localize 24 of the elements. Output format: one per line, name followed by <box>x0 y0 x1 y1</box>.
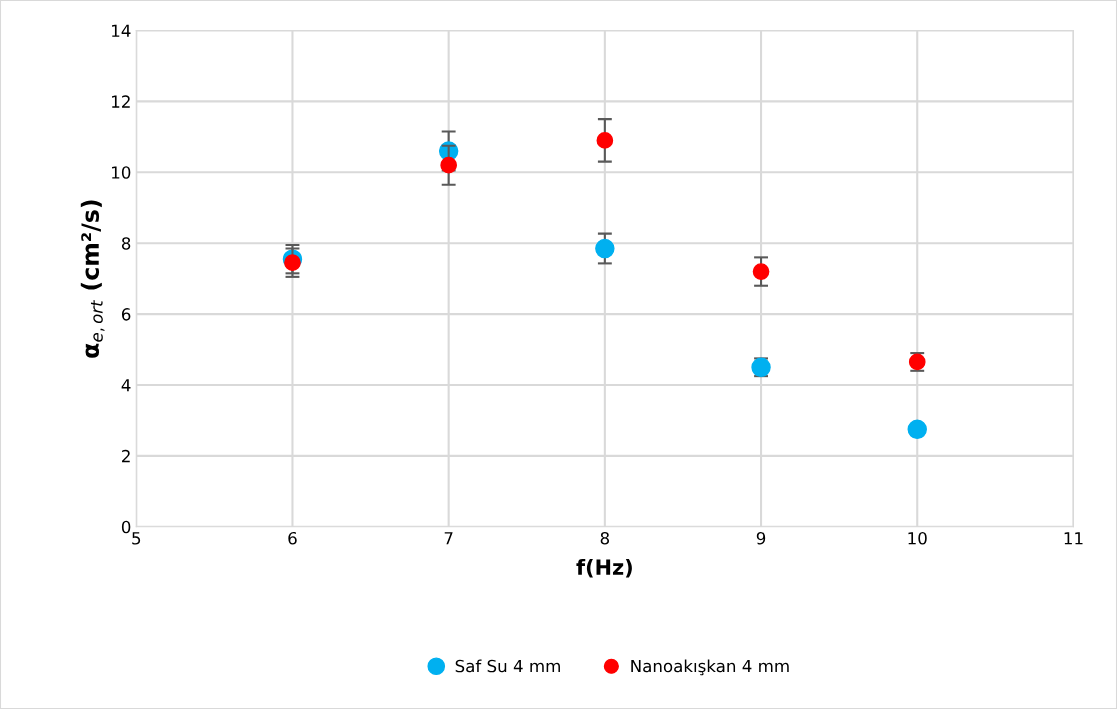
x-tick-label: 10 <box>908 531 927 545</box>
x-tick-label: 6 <box>288 531 297 545</box>
x-tick-label: 8 <box>600 531 610 545</box>
x-tick-label: 5 <box>132 532 141 545</box>
point <box>440 156 457 174</box>
x-axis-title: f(Hz) <box>576 558 632 578</box>
x-tick-label: 11 <box>1064 532 1083 545</box>
y-tick-label: 8 <box>121 237 131 250</box>
point <box>907 419 927 440</box>
point <box>752 263 770 280</box>
legend-label: Saf Su 4 mm <box>455 659 560 673</box>
y-tick-label: 0 <box>121 520 131 534</box>
legend-label: Nanoakışkan 4 mm <box>631 659 789 676</box>
y-tick-label: 6 <box>121 308 131 321</box>
y-tick-label: 2 <box>122 449 130 463</box>
x-tick-label: 9 <box>756 531 766 545</box>
x-tick-label: 7 <box>444 532 453 545</box>
point <box>596 132 614 149</box>
y-tick-label: 4 <box>121 379 131 392</box>
point <box>595 238 615 259</box>
y-axis-title: α$_{e,ort}$ (cm²/s) <box>80 200 105 358</box>
y-tick-label: 14 <box>112 24 131 37</box>
y-tick-label: 10 <box>112 166 131 179</box>
y-tick-label: 12 <box>112 95 130 108</box>
